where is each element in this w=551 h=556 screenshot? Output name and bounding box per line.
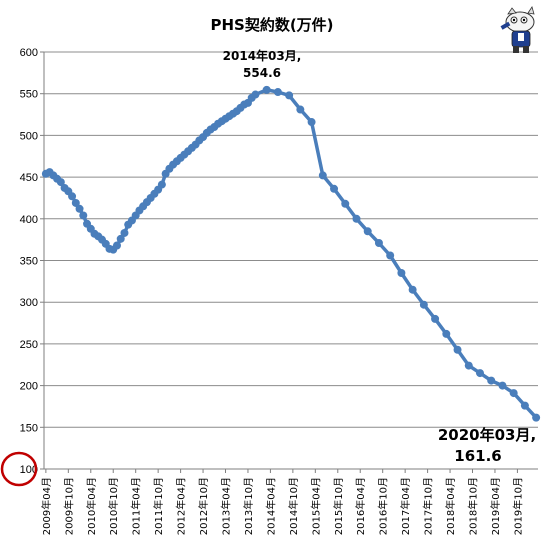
- y-tick-label: 500: [20, 130, 38, 142]
- data-point: [285, 91, 294, 100]
- data-point: [352, 214, 361, 223]
- x-tick-label: 2015年04月: [309, 477, 322, 535]
- last-annotation-date: 2020年03月,: [438, 426, 536, 444]
- x-tick-label: 2019年04月: [489, 477, 502, 535]
- chart-title: PHS契約数(万件): [210, 16, 333, 34]
- y-tick-label: 400: [20, 214, 38, 226]
- data-point: [120, 228, 129, 237]
- x-tick-label: 2017年04月: [399, 477, 412, 535]
- x-tick-label: 2009年04月: [40, 477, 53, 535]
- data-point: [75, 204, 84, 213]
- data-point: [79, 211, 88, 220]
- data-point: [68, 192, 77, 201]
- x-tick-label: 2016年10月: [377, 477, 390, 535]
- mascot-icon: [500, 6, 535, 53]
- series-line: [45, 88, 538, 419]
- y-tick-label: 550: [20, 89, 38, 101]
- x-tick-label: 2016年04月: [354, 477, 367, 535]
- x-tick-label: 2011年04月: [130, 477, 143, 535]
- x-tick-label: 2014年04月: [264, 477, 277, 535]
- data-point: [374, 238, 383, 247]
- peak-annotation-date: 2014年03月,: [223, 48, 302, 63]
- data-point: [251, 90, 260, 99]
- data-point: [475, 369, 484, 378]
- data-point: [318, 171, 327, 180]
- last-annotation-value: 161.6: [454, 447, 501, 465]
- data-point: [509, 389, 518, 398]
- data-point: [498, 381, 507, 390]
- y-tick-label: 150: [20, 422, 38, 434]
- data-point: [330, 184, 339, 193]
- data-point: [307, 118, 316, 127]
- data-point: [157, 180, 166, 189]
- data-point: [71, 198, 80, 207]
- x-tick-label: 2014年10月: [287, 477, 300, 535]
- data-point: [56, 178, 65, 187]
- series-polyline: [45, 88, 538, 419]
- x-tick-label: 2012年10月: [197, 477, 210, 535]
- data-point: [487, 376, 496, 385]
- data-point: [116, 234, 125, 243]
- data-point: [431, 314, 440, 323]
- data-point: [408, 285, 417, 294]
- x-tick-label: 2018年10月: [467, 477, 480, 535]
- y-tick-label: 600: [20, 47, 38, 59]
- data-point: [397, 269, 406, 278]
- x-tick-label: 2012年04月: [175, 477, 188, 535]
- y-axis-ticks: 100 150 200 250 300 350 400 450 500 550 600: [20, 47, 44, 476]
- data-points: [41, 85, 541, 422]
- y-tick-label: 200: [20, 381, 38, 393]
- data-point: [341, 199, 350, 208]
- data-point: [386, 251, 395, 260]
- y-tick-label: 350: [20, 256, 38, 268]
- data-point: [363, 227, 372, 236]
- data-point: [296, 105, 305, 114]
- y-axis-100-highlight-circle: [0, 451, 38, 487]
- y-tick-label: 250: [20, 339, 38, 351]
- x-axis-ticks: 2009年04月 2009年10月 2010年04月 2010年10月 2011年04月…: [40, 469, 524, 535]
- data-point: [464, 361, 473, 370]
- data-point: [112, 241, 121, 250]
- x-tick-label: 2009年10月: [62, 477, 75, 535]
- x-tick-label: 2013年10月: [242, 477, 255, 535]
- data-point: [532, 413, 541, 422]
- x-tick-label: 2011年10月: [152, 477, 165, 535]
- data-point: [262, 85, 271, 94]
- data-point: [419, 300, 428, 309]
- x-tick-label: 2010年10月: [107, 477, 120, 535]
- y-tick-label: 100: [20, 464, 38, 476]
- x-tick-label: 2018年04月: [444, 477, 457, 535]
- peak-annotation-value: 554.6: [243, 66, 281, 80]
- x-tick-label: 2015年10月: [332, 477, 345, 535]
- data-point: [453, 345, 462, 354]
- x-tick-label: 2013年04月: [220, 477, 233, 535]
- data-point: [520, 401, 529, 410]
- x-tick-label: 2010年04月: [85, 477, 98, 535]
- x-tick-label: 2017年10月: [422, 477, 435, 535]
- gridlines: [44, 51, 538, 470]
- x-tick-label: 2019年10月: [511, 477, 524, 535]
- y-tick-label: 450: [20, 172, 38, 184]
- data-point: [273, 88, 282, 97]
- data-point: [442, 329, 451, 338]
- y-tick-label: 300: [20, 297, 38, 309]
